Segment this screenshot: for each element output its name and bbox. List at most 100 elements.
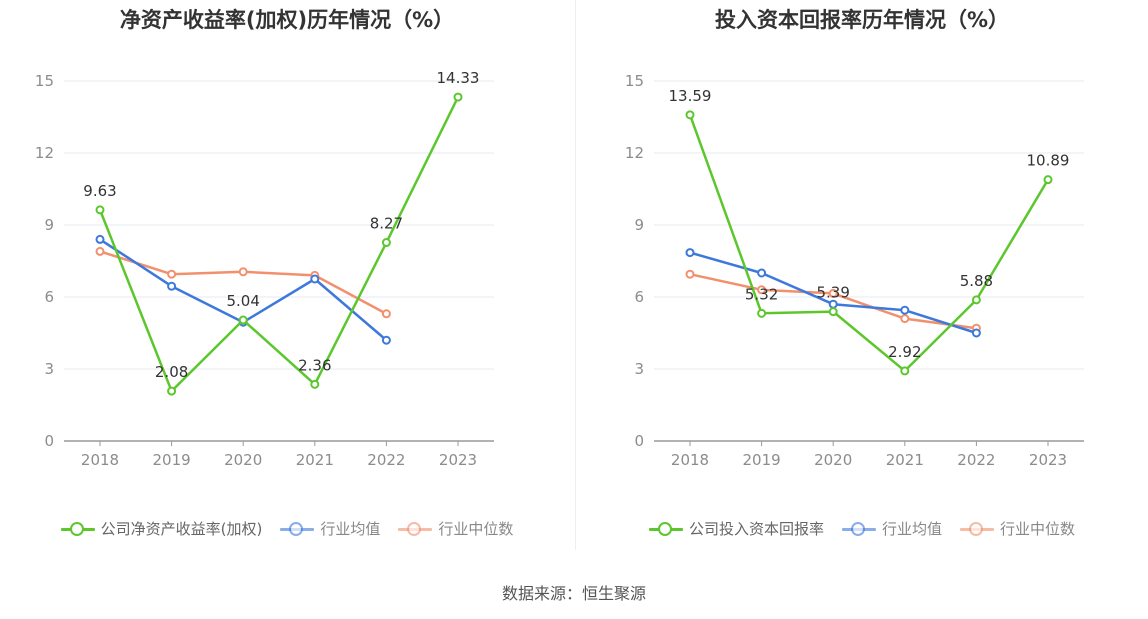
data-point-avg <box>685 248 695 258</box>
data-label: 5.32 <box>745 285 778 303</box>
legend-swatch-dot <box>69 521 84 536</box>
legend-item-avg[interactable]: 行业均值 <box>280 518 380 539</box>
legend-item-avg[interactable]: 行业均值 <box>841 518 942 539</box>
data-point-median <box>900 314 910 324</box>
data-point-avg <box>381 335 391 345</box>
data-point-median <box>238 267 248 277</box>
legend-label: 公司投入资本回报率 <box>688 520 824 538</box>
data-point-company <box>238 315 248 325</box>
y-tick-label: 0 <box>634 432 644 450</box>
data-point-company <box>167 386 177 396</box>
legend: 公司净资产收益率(加权) 行业均值 行业中位数 <box>0 518 574 539</box>
y-tick-label: 15 <box>35 72 54 90</box>
legend-swatch <box>398 521 433 536</box>
legend-label: 公司净资产收益率(加权) <box>100 520 263 538</box>
line-chart-roic: 0 3 6 9 12 15 2018 2019 2020 2021 2022 2023 13.59 5.3… <box>625 72 1084 469</box>
data-label: 13.59 <box>669 87 712 105</box>
legend-swatch <box>841 521 876 536</box>
y-tick-label: 9 <box>634 216 644 234</box>
legend-swatch-dot <box>969 521 983 536</box>
x-tick-label: 2022 <box>957 451 995 469</box>
legend-swatch-dot <box>289 521 304 536</box>
legend-label: 行业均值 <box>881 520 942 538</box>
data-point-median <box>757 285 767 295</box>
legend-swatch-dot <box>850 521 865 536</box>
legend: 公司投入资本回报率 行业均值 行业中位数 <box>576 518 1148 539</box>
y-tick-label: 15 <box>625 72 644 90</box>
line-chart-roe: 0 3 6 9 12 15 2018 2019 2020 2021 2022 2023 9.63 2.08… <box>35 69 494 469</box>
data-point-avg <box>95 234 105 244</box>
data-point-company <box>828 307 838 317</box>
data-label: 2.08 <box>155 363 188 381</box>
legend-swatch <box>280 521 315 536</box>
y-tick-label: 12 <box>35 144 54 162</box>
panel-divider <box>575 0 576 550</box>
legend-swatch <box>648 521 683 536</box>
y-tick-label: 3 <box>634 360 644 378</box>
x-tick-label: 2023 <box>1029 451 1067 469</box>
data-label: 2.36 <box>298 356 331 374</box>
data-point-avg <box>310 274 320 284</box>
x-tick-label: 2020 <box>814 451 852 469</box>
legend-item-company[interactable]: 公司净资产收益率(加权) <box>60 518 263 539</box>
data-point-company <box>453 92 463 102</box>
legend-item-median[interactable]: 行业中位数 <box>960 518 1075 539</box>
legend-label: 行业中位数 <box>1000 520 1076 538</box>
data-point-avg <box>167 281 177 291</box>
data-point-median <box>95 246 105 256</box>
series-line-company <box>688 114 1050 373</box>
data-label: 9.63 <box>83 182 116 200</box>
legend-swatch-dot <box>407 521 422 536</box>
legend-label: 行业均值 <box>320 520 381 538</box>
data-point-avg <box>757 268 767 278</box>
x-tick-label: 2019 <box>743 451 781 469</box>
x-tick-label: 2022 <box>367 451 405 469</box>
data-point-company <box>310 379 320 389</box>
data-point-company <box>757 308 767 318</box>
data-point-avg <box>828 299 838 309</box>
data-point-company <box>900 366 910 376</box>
x-tick-label: 2019 <box>153 451 191 469</box>
y-tick-label: 9 <box>44 216 54 234</box>
series-line-company <box>98 96 460 393</box>
y-tick-label: 6 <box>634 288 644 306</box>
legend-label: 行业中位数 <box>438 520 514 538</box>
data-point-median <box>828 288 838 298</box>
legend-swatch <box>60 521 95 536</box>
y-tick-label: 6 <box>44 288 54 306</box>
data-label: 14.33 <box>437 69 480 87</box>
data-point-median <box>167 269 177 279</box>
data-label: 5.39 <box>816 284 849 302</box>
data-label: 8.27 <box>370 215 403 233</box>
data-label: 5.04 <box>226 292 259 310</box>
data-point-company <box>95 205 105 215</box>
x-tick-label: 2021 <box>886 451 924 469</box>
chart-title: 投入资本回报率历年情况（%） <box>714 8 1010 32</box>
data-label: 10.89 <box>1027 152 1070 170</box>
data-point-avg <box>971 328 981 338</box>
x-tick-label: 2018 <box>81 451 119 469</box>
legend-item-company[interactable]: 公司投入资本回报率 <box>648 518 824 539</box>
legend-item-median[interactable]: 行业中位数 <box>398 518 513 539</box>
x-tick-label: 2023 <box>439 451 477 469</box>
chart-panel-roe: 净资产收益率(加权)历年情况（%） 0 3 6 9 12 15 2018 2019 2020 20… <box>0 0 574 560</box>
y-tick-label: 3 <box>44 360 54 378</box>
data-point-company <box>971 295 981 305</box>
data-point-company <box>1043 175 1053 185</box>
y-tick-label: 0 <box>44 432 54 450</box>
x-tick-label: 2021 <box>296 451 334 469</box>
chart-title: 净资产收益率(加权)历年情况（%） <box>119 8 455 32</box>
legend-swatch-dot <box>657 521 672 536</box>
x-tick-label: 2020 <box>224 451 262 469</box>
legend-swatch <box>960 521 994 536</box>
data-source-note: 数据来源：恒生聚源 <box>501 584 646 603</box>
x-tick-label: 2018 <box>671 451 709 469</box>
data-point-avg <box>900 305 910 315</box>
chart-panel-roic: 投入资本回报率历年情况（%） 0 3 6 9 12 15 2018 2019 2020 2021 2… <box>576 0 1148 560</box>
data-label: 5.88 <box>960 272 993 290</box>
data-point-median <box>381 309 391 319</box>
y-tick-label: 12 <box>625 144 644 162</box>
data-label: 2.92 <box>888 343 921 361</box>
data-point-company <box>685 110 695 120</box>
data-point-company <box>381 238 391 248</box>
